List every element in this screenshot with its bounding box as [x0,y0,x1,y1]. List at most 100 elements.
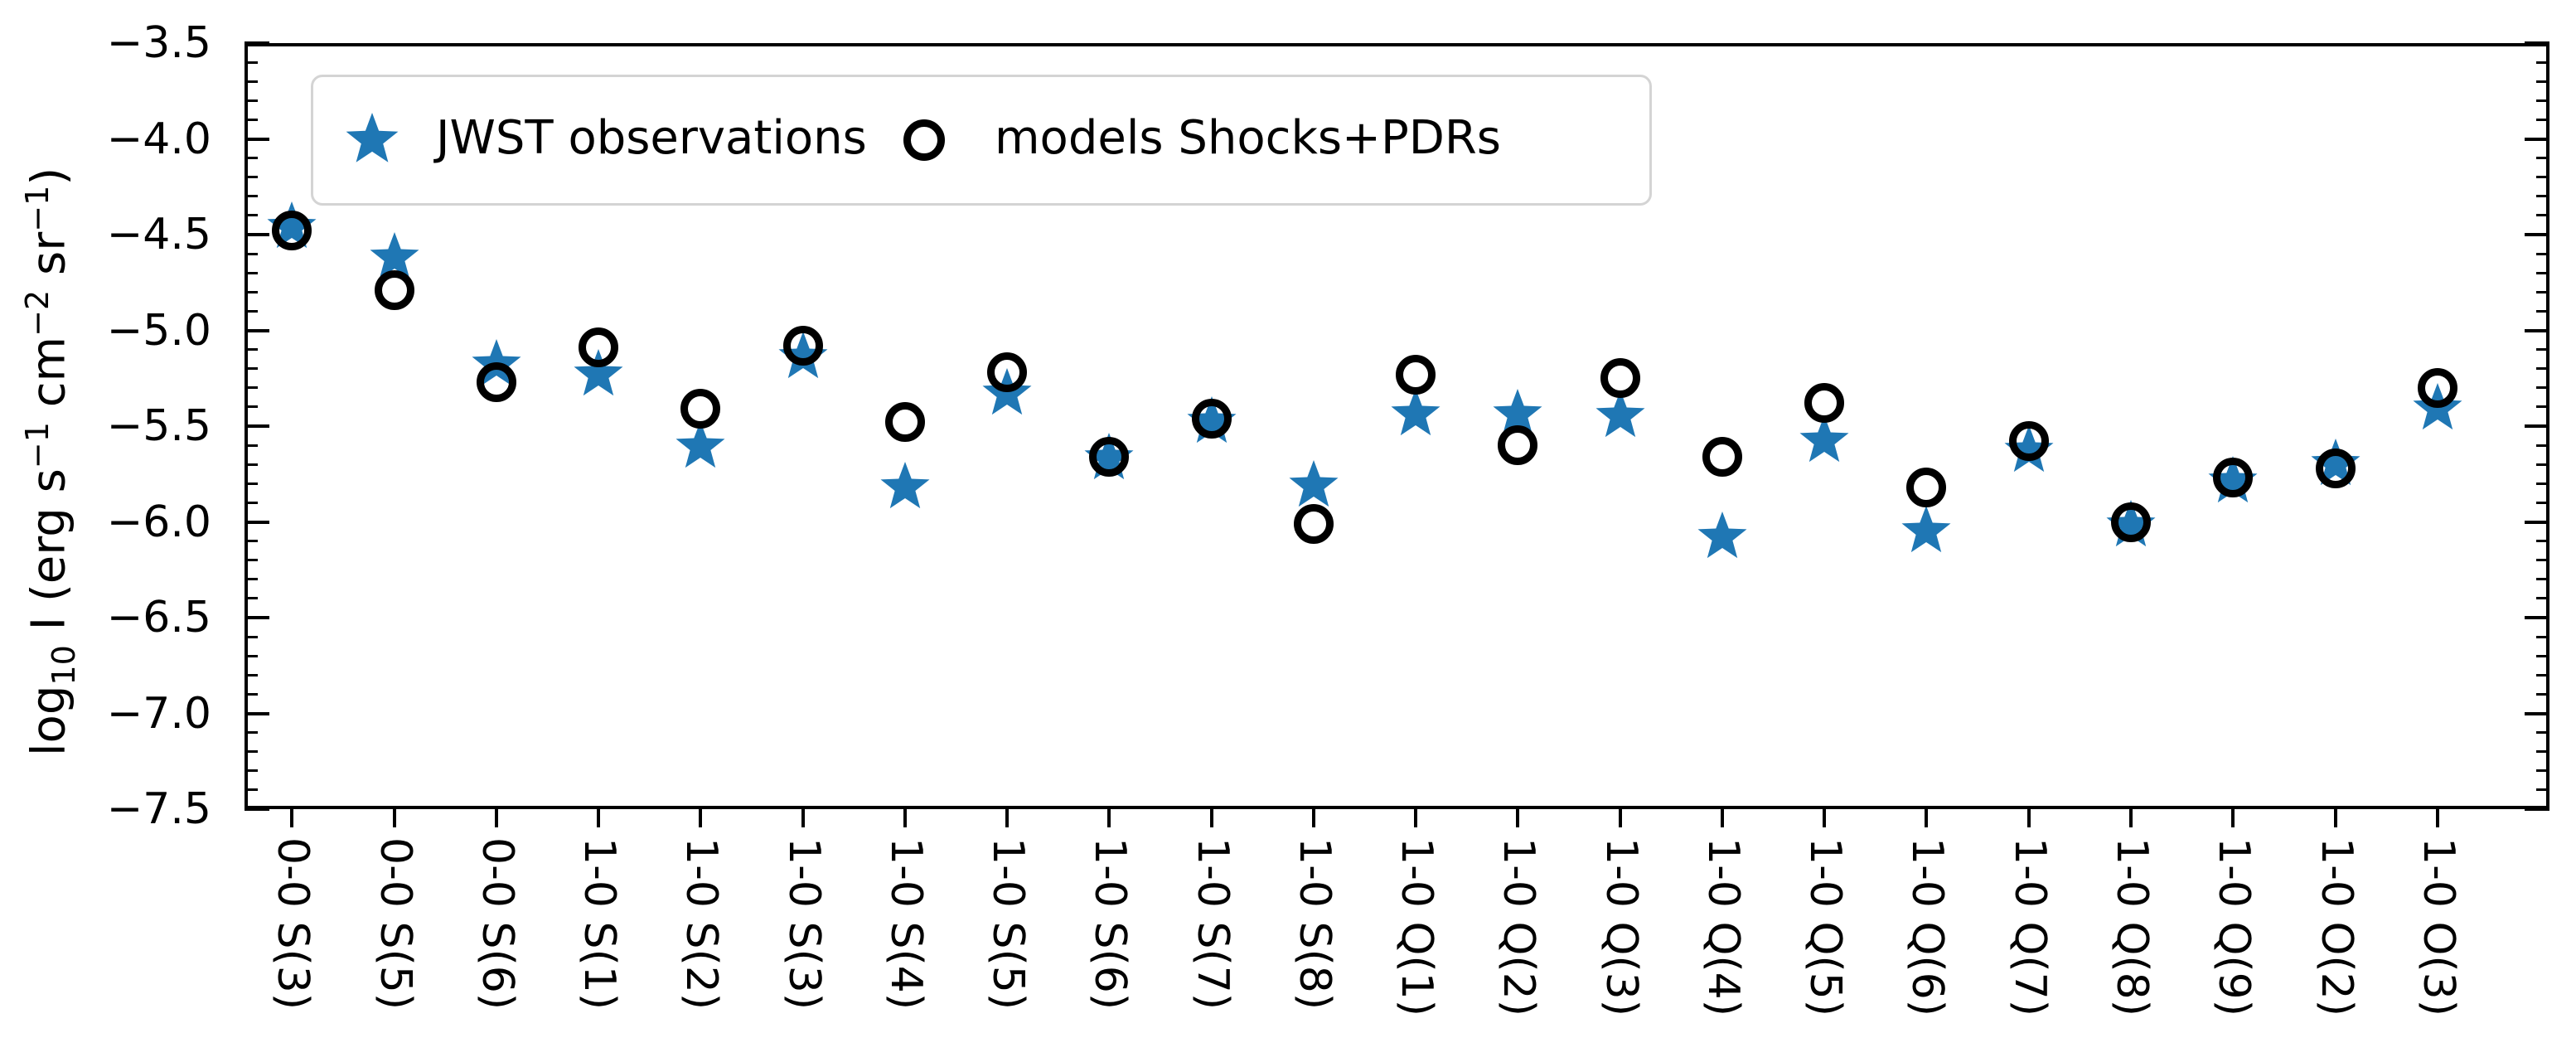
x-tick [1720,809,1724,827]
y-tick [245,290,258,293]
y-tick [2536,348,2549,352]
y-tick [2536,673,2549,676]
circle-marker [884,402,925,443]
x-tick [494,809,498,827]
y-tick [2525,328,2549,332]
x-tick [1925,809,1929,827]
y-tick [2536,367,2549,371]
y-tick [2536,750,2549,754]
circle-marker [2315,448,2356,488]
circle-marker [782,325,823,366]
y-tick [245,348,258,352]
circle-marker [1702,436,1742,477]
y-tick [2536,482,2549,485]
x-tick [1005,809,1010,827]
circle-marker [1498,425,1538,466]
open-circle-marker-icon [903,119,945,164]
x-tick [903,809,907,827]
y-tick [245,444,258,447]
circle-marker [1906,467,1947,507]
y-tick [245,731,258,735]
y-tick [2525,616,2549,619]
y-tick [2525,807,2549,811]
plot-area: JWST observations models Shocks+PDRs [245,41,2549,827]
y-tick [245,788,258,792]
x-tick-label: 1-0 Q(8) [2106,837,2157,1017]
y-tick-label: −6.0 [106,497,211,547]
y-tick [245,61,258,64]
circle-marker [476,361,516,402]
y-tick [245,578,258,581]
y-tick [2536,118,2549,121]
x-tick-label: 0-0 S(6) [472,837,522,1011]
circle-marker [1600,358,1640,399]
x-tick-label: 1-0 Q(1) [1392,837,1442,1017]
circle-marker [2110,502,2151,542]
y-tick-label: −4.0 [106,114,211,164]
y-tick [245,635,258,638]
circle-marker [2008,421,2049,462]
circle-marker [1396,354,1436,395]
star-marker [1799,415,1850,467]
y-tick [2536,635,2549,638]
x-tick-label: 1-0 S(5) [983,837,1034,1011]
y-tick [245,463,258,466]
x-tick-label: 1-0 Q(6) [1902,837,1953,1017]
y-tick [2536,195,2549,198]
x-tick-label: 1-0 S(1) [574,837,625,1011]
y-tick [245,597,258,600]
y-tick [2536,463,2549,466]
y-tick [245,271,258,274]
y-tick [2536,61,2549,64]
star-marker [1697,511,1748,563]
y-tick [2536,157,2549,160]
y-tick [2536,386,2549,390]
y-tick [245,80,258,83]
y-tick [245,750,258,754]
y-tick [2536,578,2549,581]
x-tick-label: 1-0 Q(2) [1494,837,1544,1017]
y-tick [245,405,258,409]
y-tick [2525,137,2549,141]
legend: JWST observations models Shocks+PDRs [311,75,1652,206]
x-tick-label: 1-0 Q(3) [1595,837,1646,1017]
y-tick [245,654,258,657]
star-marker [1492,389,1543,440]
y-tick [245,214,258,217]
y-tick [245,424,269,428]
x-tick-label: 0-0 S(3) [268,837,318,1011]
y-tick-label: −6.5 [106,593,211,643]
y-tick [2525,424,2549,428]
circle-marker [374,269,414,310]
y-tick [245,807,269,811]
y-tick [2525,233,2549,236]
circle-marker [272,211,312,251]
x-tick [699,809,703,827]
star-marker [675,421,726,473]
y-tick [2536,309,2549,313]
circle-marker [1804,383,1845,424]
x-tick [801,809,805,827]
x-tick-label: 1-0 S(8) [1289,837,1339,1011]
x-tick-label: 1-0 S(4) [880,837,931,1011]
star-marker [1595,390,1646,442]
circle-marker [1191,398,1232,439]
y-tick-label: −7.5 [106,784,211,834]
legend-entry-jwst-label: JWST observations [436,110,867,165]
y-tick [2536,731,2549,735]
y-tick [245,157,258,160]
x-tick-label: 1-0 Q(4) [1697,837,1748,1017]
y-tick [245,501,258,504]
y-tick [2536,290,2549,293]
y-tick [245,233,269,236]
y-tick [245,137,269,141]
y-tick [245,386,258,390]
y-tick [2536,176,2549,179]
x-tick [2333,809,2337,827]
y-tick [2525,520,2549,524]
y-tick [245,99,258,102]
star-marker [879,461,931,513]
y-tick-label: −3.5 [106,18,211,68]
y-tick [2536,99,2549,102]
